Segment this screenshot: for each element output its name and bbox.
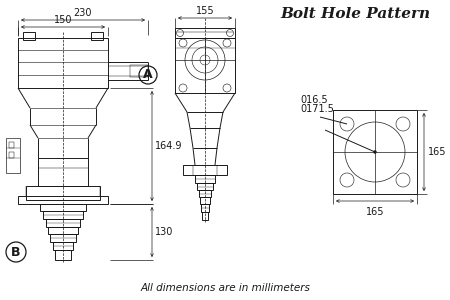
Text: 0171.5: 0171.5 [300, 104, 334, 114]
Bar [197, 183, 213, 190]
Bar [38, 158, 88, 186]
Circle shape [374, 151, 377, 154]
Bar [9, 142, 14, 148]
Bar [55, 250, 71, 260]
Bar [183, 165, 227, 175]
Bar [91, 32, 103, 40]
Text: Bolt Hole Pattern: Bolt Hole Pattern [280, 7, 430, 21]
Text: 150: 150 [54, 15, 72, 25]
Bar [333, 110, 417, 194]
Bar [50, 234, 76, 242]
Bar [200, 197, 210, 204]
Bar [199, 190, 211, 197]
Bar [201, 204, 209, 212]
Text: 155: 155 [196, 6, 214, 16]
Text: 130: 130 [155, 227, 173, 237]
Bar [18, 196, 108, 204]
Text: 230: 230 [74, 8, 92, 18]
Bar [18, 38, 108, 88]
Bar [48, 227, 78, 234]
Bar [130, 65, 148, 77]
Bar [195, 175, 215, 183]
Bar [46, 219, 80, 227]
Text: B: B [11, 245, 21, 259]
Bar [6, 138, 20, 173]
Text: 165: 165 [366, 207, 384, 217]
Bar [9, 152, 14, 158]
Text: 016.5: 016.5 [300, 95, 328, 105]
Bar [53, 242, 73, 250]
Text: A: A [143, 68, 153, 82]
Text: All dimensions are in millimeters: All dimensions are in millimeters [140, 283, 310, 293]
Bar [43, 211, 83, 219]
Bar [175, 38, 235, 93]
Text: 164.9: 164.9 [155, 141, 183, 151]
Bar [23, 32, 35, 40]
Bar [202, 212, 208, 220]
Bar [175, 28, 235, 38]
Bar [26, 186, 100, 200]
Bar [40, 204, 86, 211]
Text: 165: 165 [428, 147, 446, 157]
